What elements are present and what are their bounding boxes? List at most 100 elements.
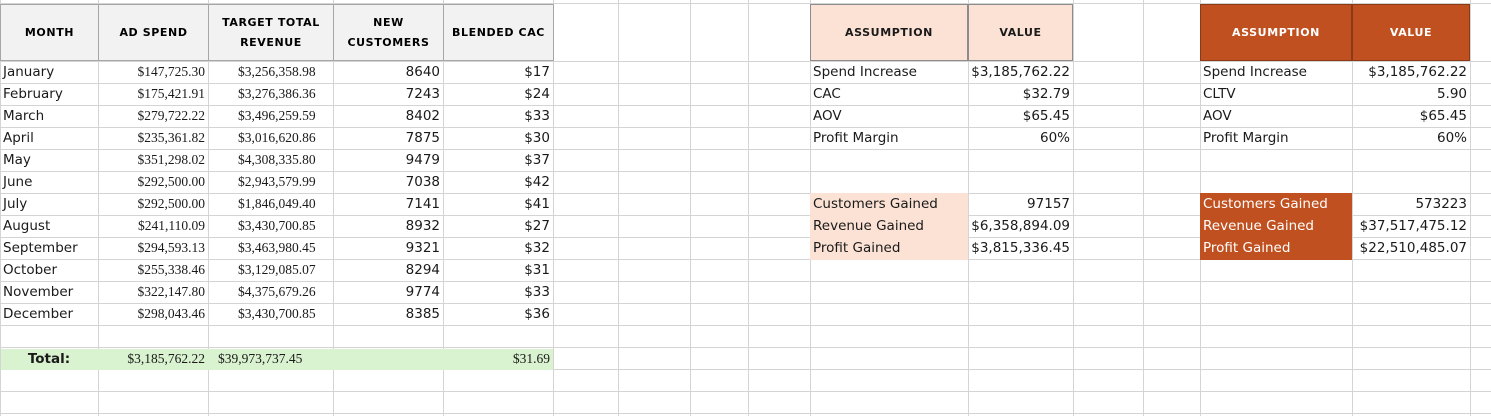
result-value[interactable]: $22,510,485.07 [1359,240,1467,256]
assumption-value[interactable]: $65.45 [1419,108,1467,124]
new-customers-cell[interactable]: 7243 [405,86,440,102]
revenue-cell[interactable]: $4,375,679.26 [238,284,316,299]
assumption-value[interactable]: 60% [1039,130,1070,146]
new-customers-cell[interactable]: 8640 [405,64,440,80]
assumption-value[interactable]: $3,185,762.22 [1368,64,1467,80]
blended-cac-cell[interactable]: $32 [524,240,550,256]
assumption-label[interactable]: Spend Increase [813,64,917,80]
result-value[interactable]: $6,358,894.09 [971,218,1070,234]
revenue-cell[interactable]: $2,943,579.99 [238,174,316,189]
result-label[interactable]: Revenue Gained [813,218,924,234]
assumption-label[interactable]: CLTV [1203,86,1236,102]
ad-spend-cell[interactable]: $279,722.22 [137,108,206,123]
assumptions_light-header-assumption[interactable]: Assumption [810,4,968,61]
ad-spend-cell[interactable]: $147,725.30 [137,64,206,79]
month-cell[interactable]: May [3,152,31,168]
new-customers-cell[interactable]: 7038 [405,174,440,190]
revenue-cell[interactable]: $3,129,085.07 [238,262,316,277]
blended-cac-cell[interactable]: $17 [524,64,550,80]
assumption-label[interactable]: Spend Increase [1203,64,1307,80]
new-customers-cell[interactable]: 7875 [405,130,440,146]
month-cell[interactable]: January [3,64,55,80]
result-value[interactable]: 573223 [1415,196,1467,212]
ad-spend-cell[interactable]: $298,043.46 [137,306,206,321]
month-cell[interactable]: July [3,196,28,212]
header-cell-1[interactable]: Month [0,4,99,61]
blended-cac-cell[interactable]: $36 [524,306,550,322]
total-revenue[interactable]: $39,973,737.45 [218,351,303,366]
result-value[interactable]: $3,815,336.45 [971,240,1070,256]
blended-cac-cell[interactable]: $33 [524,284,550,300]
month-cell[interactable]: February [3,86,63,102]
ad-spend-cell[interactable]: $322,147.80 [137,284,206,299]
ad-spend-cell[interactable]: $255,338.46 [137,262,206,277]
revenue-cell[interactable]: $3,430,700.85 [238,306,316,321]
month-cell[interactable]: August [3,218,51,234]
blended-cac-cell[interactable]: $33 [524,108,550,124]
blended-cac-cell[interactable]: $30 [524,130,550,146]
new-customers-cell[interactable]: 7141 [405,196,440,212]
total-label[interactable]: Total: [27,351,71,367]
new-customers-cell[interactable]: 8385 [405,306,440,322]
new-customers-cell[interactable]: 9321 [405,240,440,256]
ad-spend-cell[interactable]: $235,361.82 [137,130,206,145]
month-cell[interactable]: October [3,262,58,278]
result-label[interactable]: Customers Gained [1203,196,1328,212]
ad-spend-cell[interactable]: $351,298.02 [137,152,206,167]
assumptions_dark-header-value[interactable]: Value [1352,4,1470,61]
assumption-label[interactable]: AOV [1203,108,1232,124]
assumption-label[interactable]: AOV [813,108,842,124]
assumption-value[interactable]: 60% [1436,130,1467,146]
assumption-value[interactable]: $3,185,762.22 [971,64,1070,80]
month-cell[interactable]: November [3,284,74,300]
total-cac[interactable]: $31.69 [512,351,550,366]
revenue-cell[interactable]: $3,430,700.85 [238,218,316,233]
assumption-label[interactable]: Profit Margin [1203,130,1289,146]
result-value[interactable]: 97157 [1027,196,1070,212]
new-customers-cell[interactable]: 8402 [405,108,440,124]
month-cell[interactable]: December [3,306,74,322]
ad-spend-cell[interactable]: $241,110.09 [138,218,205,233]
blended-cac-cell[interactable]: $27 [524,218,550,234]
new-customers-cell[interactable]: 9479 [405,152,440,168]
result-label[interactable]: Customers Gained [813,196,938,212]
blended-cac-cell[interactable]: $42 [524,174,550,190]
new-customers-cell[interactable]: 8932 [405,218,440,234]
assumption-value[interactable]: $65.45 [1022,108,1070,124]
assumption-value[interactable]: 5.90 [1436,86,1467,102]
revenue-cell[interactable]: $3,016,620.86 [238,130,316,145]
revenue-cell[interactable]: $3,256,358.98 [238,64,316,79]
month-cell[interactable]: September [3,240,78,256]
assumptions_dark-header-assumption[interactable]: Assumption [1200,4,1352,61]
header-cell-2[interactable]: Ad Spend [98,4,209,61]
header-cell-4[interactable]: New Customers [333,4,444,61]
month-cell[interactable]: March [3,108,45,124]
header-cell-3[interactable]: Target Total Revenue [208,4,334,61]
assumption-label[interactable]: CAC [813,86,841,102]
result-value[interactable]: $37,517,475.12 [1359,218,1467,234]
revenue-cell[interactable]: $3,276,386.36 [238,86,316,101]
revenue-cell[interactable]: $3,463,980.45 [238,240,316,255]
result-label[interactable]: Profit Gained [813,240,901,256]
revenue-cell[interactable]: $4,308,335.80 [238,152,316,167]
blended-cac-cell[interactable]: $31 [524,262,550,278]
ad-spend-cell[interactable]: $175,421.91 [137,86,206,101]
blended-cac-cell[interactable]: $37 [524,152,550,168]
assumptions_light-header-value[interactable]: Value [968,4,1073,61]
ad-spend-cell[interactable]: $292,500.00 [137,196,206,211]
result-label[interactable]: Revenue Gained [1203,218,1314,234]
total-ad-spend[interactable]: $3,185,762.22 [127,351,205,366]
ad-spend-cell[interactable]: $292,500.00 [137,174,206,189]
header-cell-5[interactable]: Blended CAC [443,4,554,61]
assumption-value[interactable]: $32.79 [1022,86,1070,102]
blended-cac-cell[interactable]: $24 [524,86,550,102]
new-customers-cell[interactable]: 8294 [405,262,440,278]
new-customers-cell[interactable]: 9774 [405,284,440,300]
revenue-cell[interactable]: $1,846,049.40 [238,196,316,211]
blended-cac-cell[interactable]: $41 [524,196,550,212]
month-cell[interactable]: April [3,130,34,146]
revenue-cell[interactable]: $3,496,259.59 [238,108,316,123]
result-label[interactable]: Profit Gained [1203,240,1291,256]
ad-spend-cell[interactable]: $294,593.13 [137,240,206,255]
